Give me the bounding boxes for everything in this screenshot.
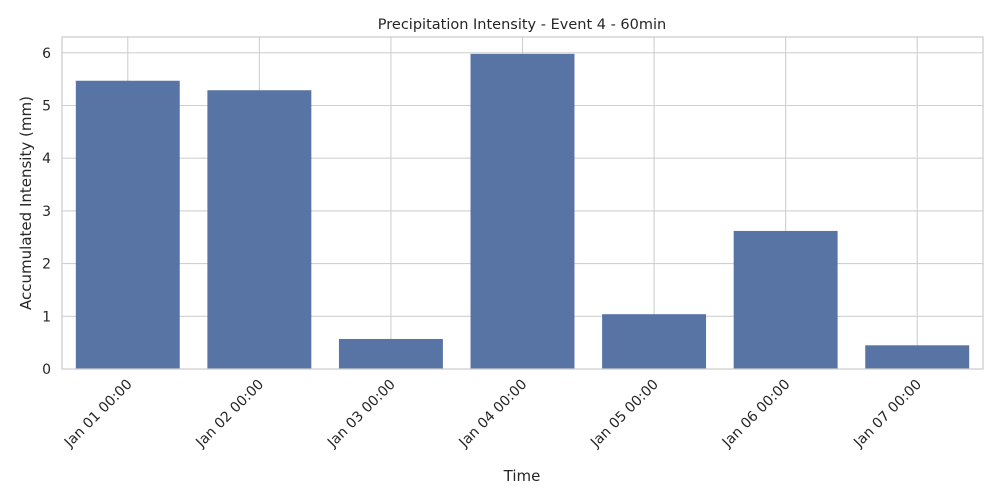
bar-4 [470,53,575,369]
x-tick-label: Jan 07 00:00 [850,377,925,452]
x-tick-label: Jan 04 00:00 [456,377,531,452]
bar-5 [602,314,707,369]
y-tick-label: 5 [42,99,51,115]
y-tick-label: 1 [42,309,51,325]
y-tick-label: 4 [42,151,51,167]
chart-title: Precipitation Intensity - Event 4 - 60mi… [378,17,666,33]
x-axis-title: Time [503,467,541,485]
y-axis-title: Accumulated Intensity (mm) [17,96,35,310]
x-tick-label: Jan 06 00:00 [719,377,794,452]
bar-1 [75,80,180,369]
bar-6 [733,230,838,369]
bar-7 [865,345,970,369]
y-tick-label: 0 [42,362,51,378]
y-tick-labels: 0 1 2 3 4 5 6 [42,46,51,378]
x-tick-label: Jan 01 00:00 [61,377,136,452]
plot-frame [61,36,984,370]
bar-2 [207,90,312,369]
x-tick-label: Jan 02 00:00 [192,377,267,452]
bar-layer [75,53,970,369]
x-tick-label: Jan 03 00:00 [324,377,399,452]
bar-3 [338,338,443,369]
y-tick-label: 6 [42,46,51,62]
x-tick-label: Jan 05 00:00 [587,377,662,452]
x-tick-labels: Jan 01 00:00 Jan 02 00:00 Jan 03 00:00 Jan … [61,377,925,452]
y-tick-label: 2 [42,257,51,273]
y-tick-label: 3 [42,204,51,220]
